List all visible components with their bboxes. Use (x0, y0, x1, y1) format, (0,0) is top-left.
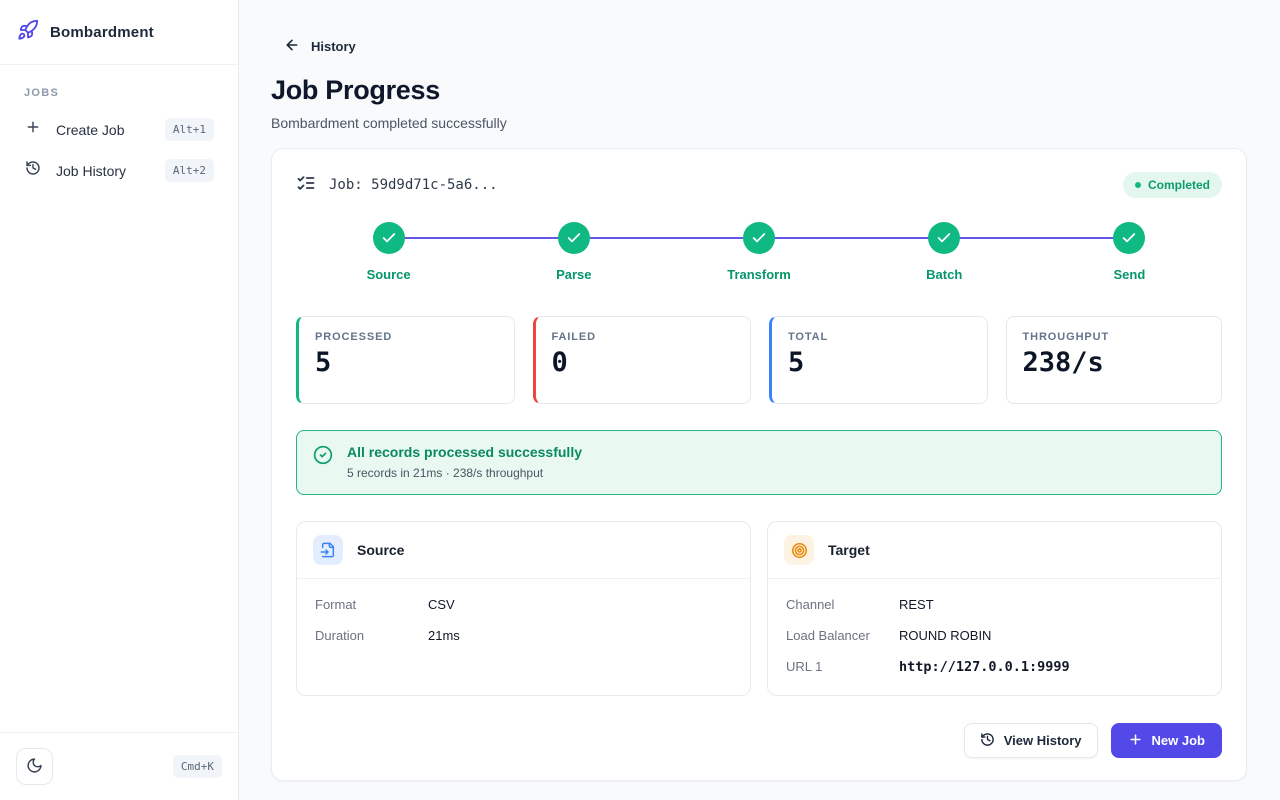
detail-grid: Source Format CSV Duration 21ms (296, 521, 1222, 696)
check-circle-icon (557, 222, 590, 254)
page-title: Job Progress (271, 75, 440, 105)
stat-card-throughput: THROUGHPUT 238/s (1005, 316, 1222, 404)
moon-icon (26, 757, 43, 777)
shortcut-badge: Alt+1 (164, 118, 214, 141)
brand-name: Bombardment (50, 24, 154, 41)
step-send: Send (1037, 222, 1222, 282)
check-circle-icon (743, 222, 775, 254)
step-label: Source (366, 267, 411, 282)
step-label: Parse (556, 267, 592, 282)
detail-row-load-balancer: Load Balancer ROUND ROBIN (786, 628, 1203, 643)
source-card-header: Source (297, 522, 750, 579)
stat-value: 5 (788, 347, 805, 378)
card-actions: View History New Job (296, 723, 1222, 758)
view-history-label: View History (1003, 733, 1082, 748)
sidebar-item-job-history[interactable]: Job History Alt+2 (16, 150, 222, 191)
brand-header: Bombardment (0, 0, 238, 65)
row-label: Load Balancer (786, 628, 870, 643)
plus-icon (25, 119, 41, 140)
job-card-header: Job: 59d9d71c-5a6... Completed (296, 172, 1222, 198)
step-source: Source (296, 222, 481, 282)
main-content: History Job Progress Bombardment complet… (239, 0, 1280, 800)
new-job-label: New Job (1151, 733, 1205, 748)
step-label: Batch (926, 267, 963, 282)
step-batch: Batch (852, 222, 1037, 282)
step-parse: Parse (481, 222, 666, 282)
banner-title: All records processed successfully (347, 444, 582, 460)
page-subtitle: Bombardment completed successfully (271, 115, 507, 131)
circle-check-icon (313, 445, 333, 470)
detail-row-duration: Duration 21ms (315, 628, 732, 643)
stat-label: PROCESSED (315, 331, 393, 343)
check-circle-icon (1113, 222, 1146, 254)
stat-label: THROUGHPUT (1022, 331, 1110, 343)
stat-card-failed: FAILED 0 (532, 316, 751, 404)
status-dot-icon (1134, 182, 1141, 188)
step-label: Transform (727, 267, 791, 282)
status-label: Completed (1147, 178, 1210, 192)
file-input-icon (313, 535, 343, 565)
sidebar-item-create-job[interactable]: Create Job Alt+1 (16, 109, 222, 150)
checklist-icon (296, 173, 316, 198)
row-label: Duration (315, 628, 365, 643)
target-card-body: Channel REST Load Balancer ROUND ROBIN U… (768, 579, 1221, 695)
stat-value: 5 (315, 347, 332, 378)
row-value: http://127.0.0.1:9999 (899, 659, 1070, 675)
target-card: Target Channel REST Load Balancer ROUND … (767, 521, 1222, 696)
new-job-button[interactable]: New Job (1110, 723, 1222, 758)
detail-row-channel: Channel REST (786, 597, 1203, 612)
row-value: 21ms (428, 628, 460, 643)
history-icon (25, 160, 41, 181)
nav-item-label: Create Job (56, 121, 125, 138)
sidebar-footer: Cmd+K (0, 732, 238, 800)
target-card-title: Target (828, 542, 870, 558)
history-icon (980, 732, 995, 750)
check-circle-icon (372, 222, 405, 254)
check-circle-icon (928, 222, 961, 254)
nav-section-label: JOBS (24, 87, 60, 99)
row-value: CSV (428, 597, 455, 612)
plus-icon (1128, 732, 1143, 750)
stat-card-processed: PROCESSED 5 (296, 316, 515, 404)
detail-row-url-1: URL 1 http://127.0.0.1:9999 (786, 659, 1203, 675)
step-label: Send (1113, 267, 1146, 282)
sidebar-nav: JOBS Create Job Alt+1 Job History Alt+2 (0, 65, 238, 732)
back-to-history-link[interactable]: History (284, 37, 356, 56)
arrow-left-icon (284, 37, 300, 56)
row-value: REST (899, 597, 934, 612)
target-icon (784, 535, 814, 565)
stat-card-total: TOTAL 5 (769, 316, 988, 404)
job-progress-card: Job: 59d9d71c-5a6... Completed Source (271, 148, 1247, 781)
banner-detail: 5 records in 21ms · 238/s throughput (347, 466, 544, 480)
target-card-header: Target (768, 522, 1221, 579)
source-card-title: Source (357, 542, 405, 558)
job-id: Job: 59d9d71c-5a6... (329, 177, 498, 193)
rocket-icon (17, 19, 39, 46)
nav-item-label: Job History (56, 162, 127, 179)
row-value: ROUND ROBIN (899, 628, 992, 643)
back-link-label: History (311, 39, 356, 54)
stat-label: FAILED (551, 331, 597, 343)
view-history-button[interactable]: View History (963, 723, 1098, 758)
pipeline-stepper: Source Parse Transform (296, 222, 1222, 282)
stat-label: TOTAL (788, 331, 829, 343)
source-card: Source Format CSV Duration 21ms (296, 521, 751, 696)
shortcut-badge: Alt+2 (164, 159, 214, 182)
step-transform: Transform (666, 222, 851, 282)
status-badge: Completed (1122, 172, 1222, 198)
detail-row-format: Format CSV (315, 597, 732, 612)
row-label: Format (315, 597, 357, 612)
theme-toggle-button[interactable] (16, 748, 53, 785)
row-label: Channel (786, 597, 835, 612)
source-card-body: Format CSV Duration 21ms (297, 579, 750, 663)
success-banner: All records processed successfully 5 rec… (296, 430, 1222, 495)
row-label: URL 1 (786, 659, 823, 674)
sidebar: Bombardment JOBS Create Job Alt+1 Job Hi… (0, 0, 239, 800)
stat-value: 238/s (1022, 347, 1104, 378)
command-palette-shortcut-badge: Cmd+K (172, 755, 222, 778)
stat-value: 0 (551, 347, 568, 378)
stats-row: PROCESSED 5 FAILED 0 TOTAL 5 THROUGHPUT … (296, 316, 1222, 404)
